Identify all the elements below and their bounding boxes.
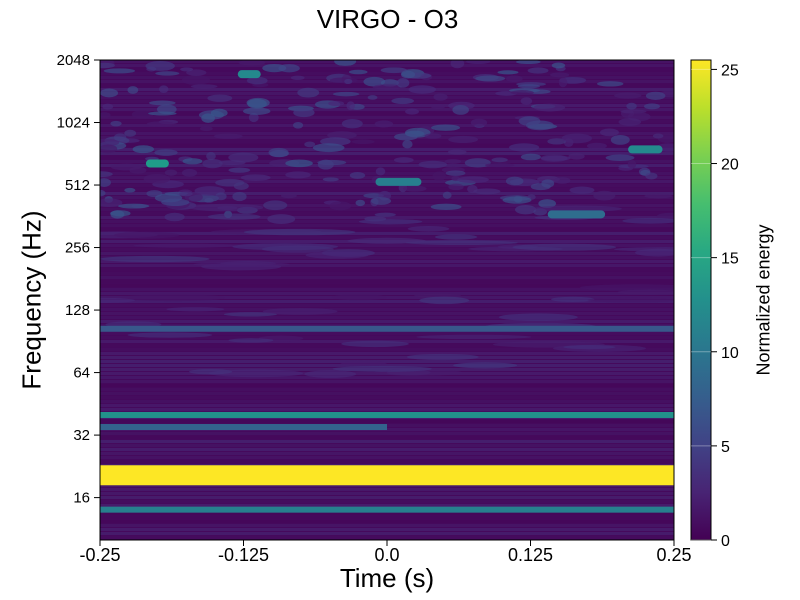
energy-feature-3 <box>100 411 674 418</box>
x-tick-label: 0.0 <box>374 545 399 565</box>
y-tick-label: 128 <box>65 302 90 319</box>
x-tick-label: 0.125 <box>508 545 553 565</box>
colorbar-tick-label: 15 <box>721 251 739 268</box>
x-tick-label: 0.25 <box>656 545 691 565</box>
energy-feature-4 <box>100 424 387 431</box>
energy-feature-6 <box>145 159 169 168</box>
energy-feature-2 <box>100 506 674 513</box>
energy-feature-10 <box>628 145 663 154</box>
y-tick-label: 512 <box>65 177 90 194</box>
energy-feature-5 <box>100 325 674 332</box>
y-tick-label: 16 <box>73 490 90 507</box>
energy-feature-7 <box>237 70 261 79</box>
colorbar-tick-label: 10 <box>721 345 739 362</box>
colorbar-tick-label: 25 <box>721 62 739 79</box>
x-axis-label: Time (s) <box>339 563 435 593</box>
x-tick-label: -0.125 <box>218 545 269 565</box>
colorbar-tick-label: 20 <box>721 157 739 174</box>
colorbar-tick-label: 5 <box>721 439 730 456</box>
colorbar-tick-label: 0 <box>721 533 730 550</box>
colorbar <box>690 59 712 541</box>
y-tick-label: 1024 <box>57 115 90 132</box>
x-tick-label: -0.25 <box>79 545 120 565</box>
chart-title: VIRGO - O3 <box>316 4 459 34</box>
y-tick-label: 2048 <box>57 52 90 69</box>
y-tick-label: 32 <box>73 427 90 444</box>
energy-feature-1 <box>100 465 674 486</box>
energy-feature-8 <box>375 177 422 186</box>
energy-feature-9 <box>547 210 606 219</box>
y-tick-label: 64 <box>73 365 90 382</box>
y-tick-label: 256 <box>65 240 90 257</box>
